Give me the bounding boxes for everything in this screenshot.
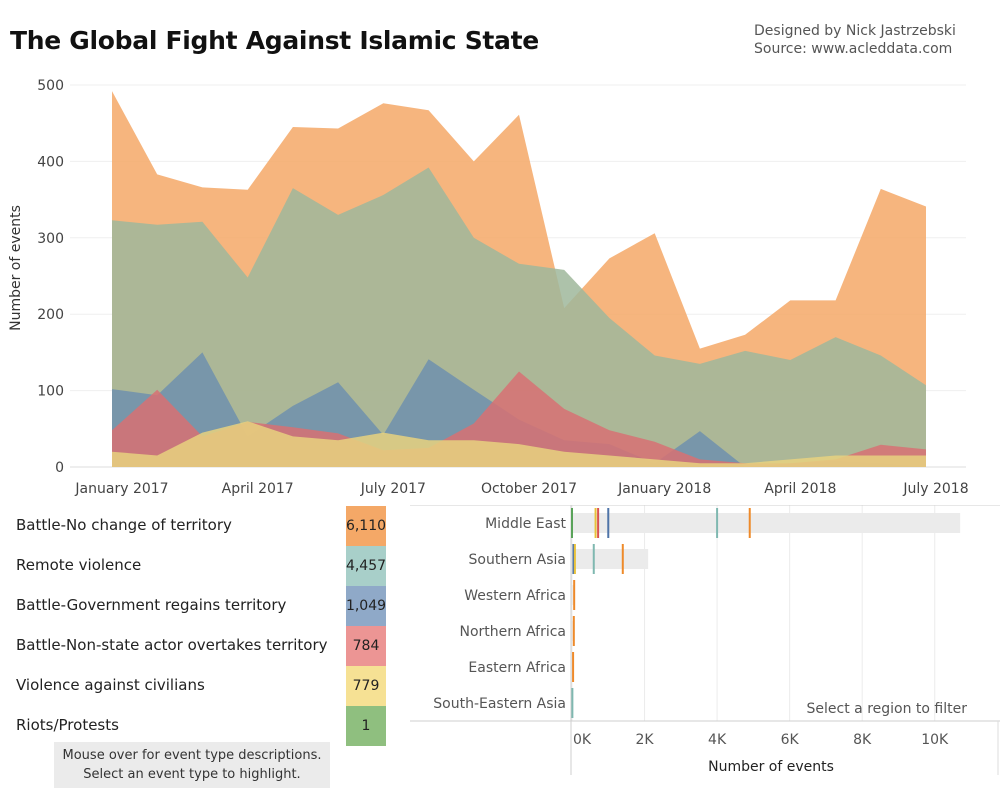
region-bar-chart-x-tick-label: 6K xyxy=(781,732,800,748)
legend-item-count[interactable]: 1,049 xyxy=(346,586,386,626)
legend-item-label[interactable]: Violence against civilians xyxy=(16,676,205,694)
credits: Designed by Nick Jastrzebski Source: www… xyxy=(754,22,956,58)
legend-item-count[interactable]: 1 xyxy=(346,706,386,746)
area-chart-x-ticks: January 2017 April 2017 July 2017 October 2… xyxy=(74,481,968,497)
region-bar-chart-x-tick-label: 8K xyxy=(853,732,872,748)
area-series-violence-against-civilians[interactable] xyxy=(112,421,926,467)
region-bar[interactable] xyxy=(572,585,574,605)
area-chart-layers xyxy=(112,91,926,467)
area-chart-y-tick-label: 0 xyxy=(55,460,64,476)
region-bar-chart-bars xyxy=(572,513,961,713)
region-label[interactable]: Middle East xyxy=(485,516,566,532)
region-label[interactable]: South-Eastern Asia xyxy=(433,696,566,712)
area-series-remote-violence[interactable] xyxy=(112,167,926,468)
region-bar-chart-grid xyxy=(410,505,1000,775)
legend-item-count[interactable]: 6,110 xyxy=(346,506,386,546)
area-chart-x-tick-label: January 2018 xyxy=(617,481,711,497)
area-chart-y-tick-label: 300 xyxy=(37,231,64,247)
region-bar-chart-x-tick-label: 2K xyxy=(635,732,654,748)
area-chart-x-tick-label: July 2018 xyxy=(902,481,968,497)
region-bar[interactable] xyxy=(572,549,649,569)
region-filter-hint[interactable]: Select a region to filter xyxy=(807,701,968,717)
legend-item-count[interactable]: 779 xyxy=(346,666,386,706)
legend-hint-line: Select an event type to highlight. xyxy=(83,767,301,782)
region-bar-chart[interactable]: Middle East Southern Asia Western Africa No… xyxy=(400,505,1000,795)
region-bar-chart-x-label: Number of events xyxy=(708,759,834,775)
credit-source: Source: www.acleddata.com xyxy=(754,41,953,57)
area-chart-y-tick-label: 400 xyxy=(37,154,64,170)
area-chart-x-tick-label: January 2017 xyxy=(74,481,168,497)
legend-item-label[interactable]: Riots/Protests xyxy=(16,716,119,734)
region-label[interactable]: Western Africa xyxy=(464,588,566,604)
region-label[interactable]: Southern Asia xyxy=(469,552,566,568)
legend-hint: Mouse over for event type descriptions. … xyxy=(54,742,330,788)
area-chart-x-tick-label: July 2017 xyxy=(360,481,426,497)
credit-designer: Designed by Nick Jastrzebski xyxy=(754,23,956,39)
legend-item-label[interactable]: Remote violence xyxy=(16,556,142,574)
area-chart-x-tick-label: October 2017 xyxy=(481,481,577,497)
page-title: The Global Fight Against Islamic State xyxy=(10,26,539,55)
region-bar[interactable] xyxy=(572,621,574,641)
legend-item-label[interactable]: Battle-No change of territory xyxy=(16,516,232,534)
area-chart-y-tick-label: 200 xyxy=(37,307,64,323)
area-chart-y-tick-label: 500 xyxy=(37,78,64,94)
region-bar-chart-x-tick-label: 0K xyxy=(573,732,592,748)
area-chart-y-label: Number of events xyxy=(8,205,24,331)
region-bar[interactable] xyxy=(572,513,961,533)
legend-item-label[interactable]: Battle-Non-state actor overtakes territo… xyxy=(16,636,328,654)
region-bar-chart-x-ticks: 0K 2K 4K 6K 8K 10K xyxy=(573,732,949,748)
legend-item-count[interactable]: 4,457 xyxy=(346,546,386,586)
region-bar-chart-x-tick-label: 4K xyxy=(708,732,727,748)
region-label[interactable]: Northern Africa xyxy=(459,624,566,640)
legend-hint-line: Mouse over for event type descriptions. xyxy=(62,748,322,763)
legend-item-label[interactable]: Battle-Government regains territory xyxy=(16,596,287,614)
area-chart-y-tick-label: 100 xyxy=(37,384,64,400)
region-bar-chart-x-tick-label: 10K xyxy=(921,732,949,748)
area-chart-y-ticks: 0 100 200 300 400 500 xyxy=(37,78,64,476)
area-chart-x-tick-label: April 2017 xyxy=(222,481,294,497)
area-chart-x-tick-label: April 2018 xyxy=(764,481,836,497)
legend-item-count[interactable]: 784 xyxy=(346,626,386,666)
region-bar-chart-markers xyxy=(571,508,751,718)
region-bar-chart-categories: Middle East Southern Asia Western Africa No… xyxy=(433,516,566,712)
region-label[interactable]: Eastern Africa xyxy=(468,660,566,676)
